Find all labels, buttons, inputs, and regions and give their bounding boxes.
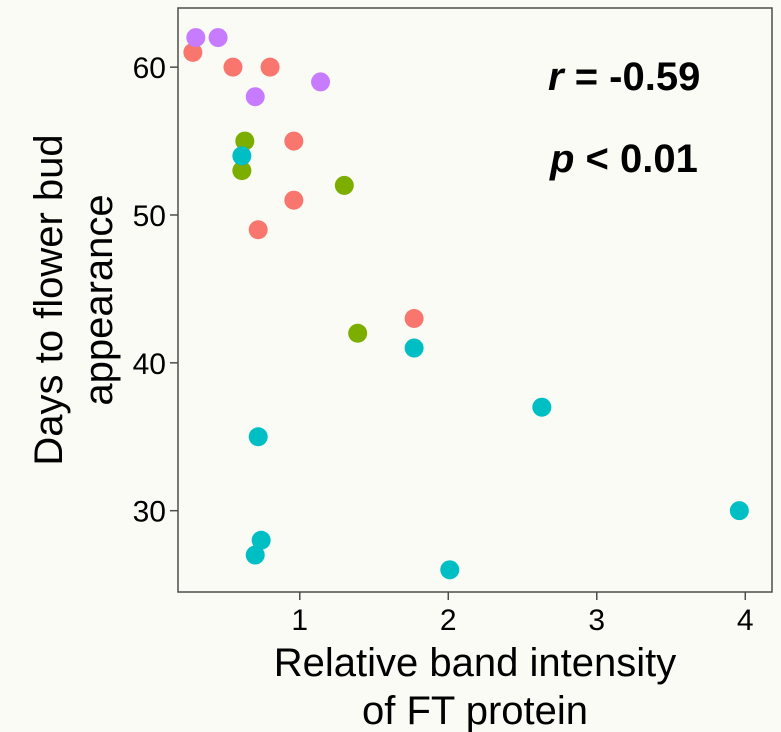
data-point [208,28,228,48]
y-tick-label: 40 [133,348,166,381]
data-point [311,72,331,92]
data-point [232,161,252,181]
x-axis: 1 2 3 4 [291,592,754,637]
data-point [251,530,271,550]
data-point [223,57,243,77]
r-symbol: r [548,55,566,99]
x-axis-title-line1: Relative band intensity [274,641,676,685]
data-point [348,323,368,343]
data-point [404,338,424,358]
data-point [245,87,265,107]
y-tick-label: 50 [133,200,166,233]
data-point [404,308,424,328]
data-point [232,146,252,166]
x-tick-label: 4 [737,604,754,637]
r-annotation: r = -0.59 [548,55,700,99]
data-point [440,560,460,580]
data-point [729,501,749,521]
data-point [532,397,552,417]
p-symbol: p [549,137,574,181]
x-tick-label: 2 [440,604,457,637]
y-axis-title-line1: Days to flower bud [27,134,71,465]
data-point [186,28,206,48]
x-tick-label: 1 [291,604,308,637]
plot-panel [177,7,773,593]
data-point [183,42,203,62]
data-point [284,190,304,210]
data-point [284,131,304,151]
data-point [260,57,280,77]
y-tick-label: 30 [133,496,166,529]
data-point [245,545,265,565]
x-axis-title-line2: of FT protein [362,689,588,732]
r-value: = -0.59 [564,55,701,99]
y-axis-title-line2: appearance [77,194,121,405]
data-points [183,28,749,580]
data-point [248,220,268,240]
data-point [235,131,255,151]
p-value: < 0.01 [574,137,697,181]
y-axis: 30 40 50 60 [133,52,178,529]
y-tick-label: 60 [133,52,166,85]
p-annotation: p < 0.01 [549,137,698,181]
data-point [334,175,354,195]
data-point [248,427,268,447]
x-tick-label: 3 [588,604,605,637]
